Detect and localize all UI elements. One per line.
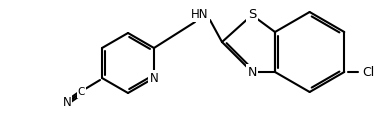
Text: N: N bbox=[62, 96, 71, 109]
Text: N: N bbox=[247, 66, 257, 78]
Text: Cl: Cl bbox=[362, 66, 374, 78]
Text: N: N bbox=[150, 72, 158, 84]
Text: S: S bbox=[248, 9, 256, 21]
Text: C: C bbox=[78, 87, 85, 97]
Text: HN: HN bbox=[191, 7, 209, 20]
